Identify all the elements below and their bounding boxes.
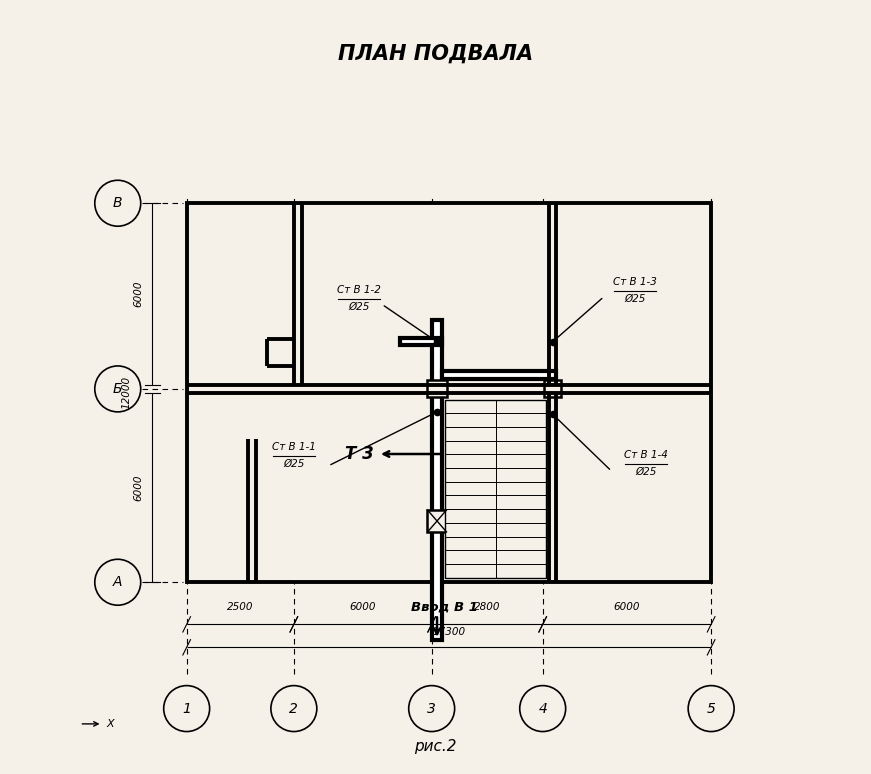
Text: Ø25: Ø25	[624, 294, 645, 304]
Text: X: X	[106, 719, 114, 729]
Text: 12000: 12000	[121, 376, 132, 409]
Text: 6000: 6000	[614, 602, 640, 612]
Bar	[400, 338, 442, 345]
Text: 4: 4	[538, 701, 547, 716]
Text: 2800: 2800	[474, 602, 501, 612]
Text: 6000: 6000	[133, 281, 144, 307]
Text: Ø25: Ø25	[635, 467, 657, 477]
Text: Ст В 1-1: Ст В 1-1	[272, 442, 316, 452]
Bar	[445, 399, 546, 577]
Text: Ст В 1-2: Ст В 1-2	[337, 285, 381, 295]
Text: рис.2: рис.2	[415, 739, 456, 755]
Text: Ввод В 1: Ввод В 1	[411, 601, 478, 613]
Text: 2500: 2500	[227, 602, 253, 612]
Bar	[442, 372, 557, 379]
Text: ПЛАН ПОДВАЛА: ПЛАН ПОДВАЛА	[338, 44, 533, 64]
Text: Б: Б	[113, 382, 123, 396]
Text: В: В	[113, 197, 123, 211]
Bar	[427, 381, 447, 397]
Text: Ст В 1-4: Ст В 1-4	[625, 450, 668, 460]
Text: Ст В 1-3: Ст В 1-3	[612, 277, 657, 287]
Text: 6000: 6000	[133, 474, 144, 501]
Text: Ø25: Ø25	[348, 302, 369, 312]
Text: Т 3: Т 3	[345, 445, 374, 463]
Bar	[186, 204, 711, 582]
Text: 5: 5	[706, 701, 716, 716]
Text: А: А	[113, 575, 123, 589]
Bar	[432, 320, 442, 639]
Text: 6000: 6000	[349, 602, 376, 612]
Text: 3: 3	[428, 701, 436, 716]
Text: 2: 2	[289, 701, 298, 716]
Text: 1: 1	[182, 701, 191, 716]
Bar	[427, 509, 447, 533]
Bar	[544, 381, 561, 397]
Text: Ø25: Ø25	[283, 459, 305, 469]
Text: 17300: 17300	[432, 627, 465, 636]
